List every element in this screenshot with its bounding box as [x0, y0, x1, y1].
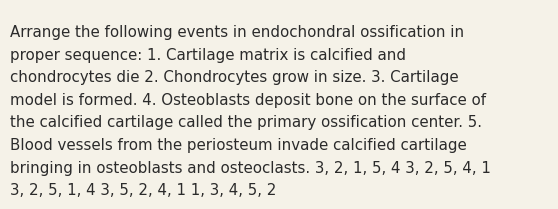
Text: bringing in osteoblasts and osteoclasts. 3, 2, 1, 5, 4 3, 2, 5, 4, 1: bringing in osteoblasts and osteoclasts.…: [10, 161, 491, 176]
Text: model is formed. 4. Osteoblasts deposit bone on the surface of: model is formed. 4. Osteoblasts deposit …: [10, 93, 486, 108]
Text: proper sequence: 1. Cartilage matrix is calcified and: proper sequence: 1. Cartilage matrix is …: [10, 48, 406, 63]
Text: the calcified cartilage called the primary ossification center. 5.: the calcified cartilage called the prima…: [10, 115, 482, 130]
Text: 3, 2, 5, 1, 4 3, 5, 2, 4, 1 1, 3, 4, 5, 2: 3, 2, 5, 1, 4 3, 5, 2, 4, 1 1, 3, 4, 5, …: [10, 183, 276, 198]
Text: chondrocytes die 2. Chondrocytes grow in size. 3. Cartilage: chondrocytes die 2. Chondrocytes grow in…: [10, 70, 459, 85]
Text: Arrange the following events in endochondral ossification in: Arrange the following events in endochon…: [10, 25, 464, 40]
Text: Blood vessels from the periosteum invade calcified cartilage: Blood vessels from the periosteum invade…: [10, 138, 467, 153]
